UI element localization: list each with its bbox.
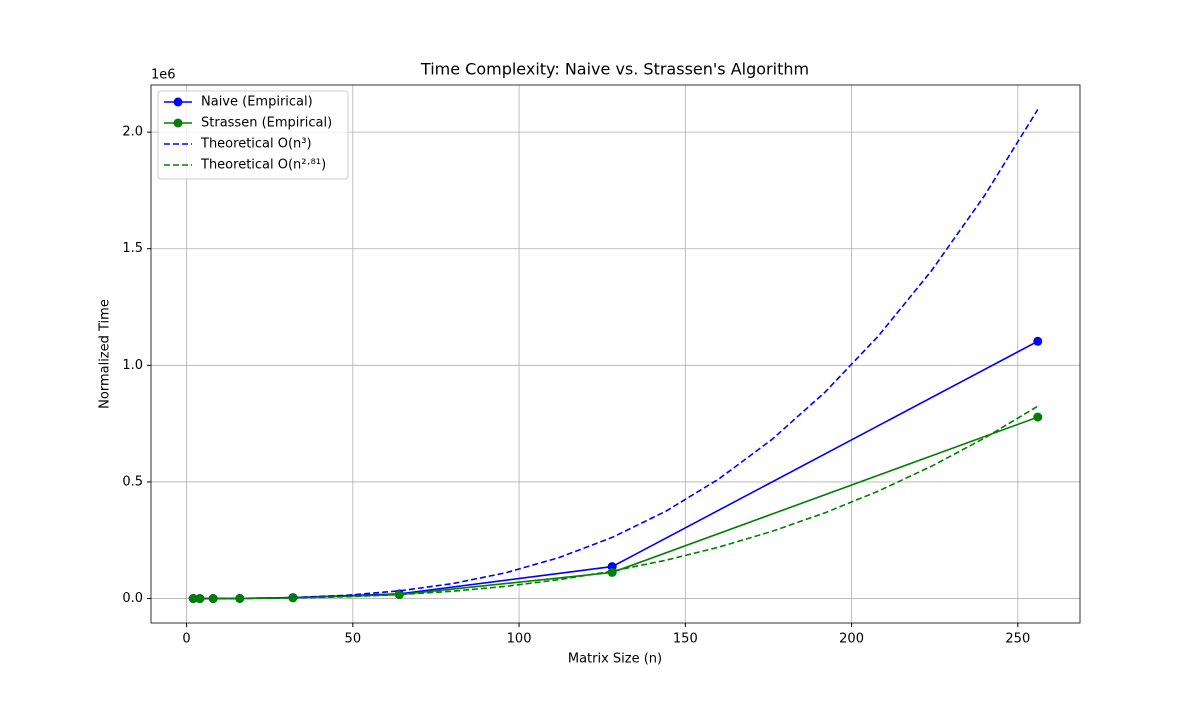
data-point bbox=[394, 590, 404, 600]
x-tick-label: 0 bbox=[182, 632, 190, 647]
x-tick-label: 100 bbox=[507, 632, 532, 647]
chart-title: Time Complexity: Naive vs. Strassen's Al… bbox=[420, 60, 809, 79]
x-tick-label: 150 bbox=[673, 632, 698, 647]
legend-label: Strassen (Empirical) bbox=[201, 116, 332, 131]
data-point bbox=[607, 567, 617, 577]
x-tick-label: 250 bbox=[1005, 632, 1030, 647]
y-tick-label: 0.5 bbox=[122, 474, 143, 489]
legend-marker bbox=[173, 118, 183, 128]
x-axis-label: Matrix Size (n) bbox=[568, 652, 662, 667]
legend-label: Theoretical O(n²·⁸¹) bbox=[200, 158, 326, 173]
legend-label: Theoretical O(n³) bbox=[200, 137, 312, 152]
y-axis-label: Normalized Time bbox=[98, 299, 113, 409]
y-tick-label: 2.0 bbox=[122, 125, 143, 140]
x-tick-label: 200 bbox=[839, 632, 864, 647]
legend-box bbox=[157, 90, 349, 180]
legend-marker bbox=[173, 97, 183, 107]
y-tick-label: 0.0 bbox=[122, 591, 143, 606]
y-tick-label: 1.5 bbox=[122, 241, 143, 256]
legend-label: Naive (Empirical) bbox=[201, 95, 313, 110]
data-point bbox=[195, 594, 205, 604]
data-point bbox=[1033, 336, 1043, 346]
series-line bbox=[193, 405, 1039, 600]
y-offset-label: 1e6 bbox=[151, 68, 176, 83]
data-point bbox=[1033, 412, 1043, 422]
plot-frame bbox=[150, 84, 1081, 624]
x-tick-label: 50 bbox=[345, 632, 362, 647]
series-line bbox=[193, 109, 1039, 600]
y-tick-label: 1.0 bbox=[122, 358, 143, 373]
